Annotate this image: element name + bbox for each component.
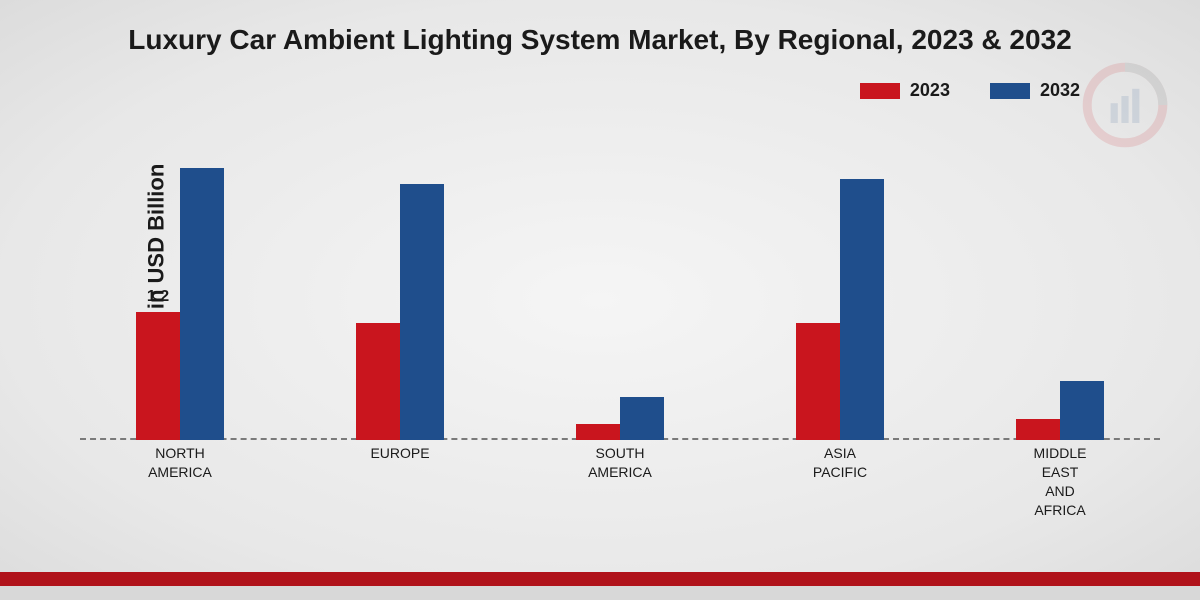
bar-group bbox=[780, 179, 900, 440]
legend: 2023 2032 bbox=[860, 80, 1080, 101]
bar-group bbox=[560, 397, 680, 440]
bar-2023: 1.2 bbox=[136, 312, 180, 440]
bar-2023 bbox=[576, 424, 620, 440]
legend-swatch-2023 bbox=[860, 83, 900, 99]
bar-group bbox=[1000, 381, 1120, 440]
bar-2023 bbox=[356, 323, 400, 440]
x-axis-category-label: ASIAPACIFIC bbox=[780, 444, 900, 482]
footer-bar bbox=[0, 572, 1200, 586]
bar-2032 bbox=[1060, 381, 1104, 440]
legend-label-2032: 2032 bbox=[1040, 80, 1080, 101]
bar-group: 1.2 bbox=[120, 168, 240, 440]
bar-2032 bbox=[180, 168, 224, 440]
x-axis-category-label: MIDDLEEASTANDAFRICA bbox=[1000, 444, 1120, 520]
legend-item-2032: 2032 bbox=[990, 80, 1080, 101]
bar-value-label: 1.2 bbox=[147, 288, 169, 306]
legend-swatch-2032 bbox=[990, 83, 1030, 99]
bar-2032 bbox=[400, 184, 444, 440]
bar-2023 bbox=[796, 323, 840, 440]
legend-label-2023: 2023 bbox=[910, 80, 950, 101]
x-axis-category-label: SOUTHAMERICA bbox=[560, 444, 680, 482]
x-axis-category-label: NORTHAMERICA bbox=[120, 444, 240, 482]
footer-under bbox=[0, 586, 1200, 600]
bar-group bbox=[340, 184, 460, 440]
bar-2032 bbox=[840, 179, 884, 440]
plot-area: 1.2 bbox=[80, 120, 1160, 440]
bar-2023 bbox=[1016, 419, 1060, 440]
chart-title: Luxury Car Ambient Lighting System Marke… bbox=[0, 24, 1200, 56]
legend-item-2023: 2023 bbox=[860, 80, 950, 101]
bar-2032 bbox=[620, 397, 664, 440]
x-axis-labels: NORTHAMERICA EUROPE SOUTHAMERICA ASIAPACIFI… bbox=[80, 444, 1160, 554]
x-axis-category-label: EUROPE bbox=[340, 444, 460, 463]
